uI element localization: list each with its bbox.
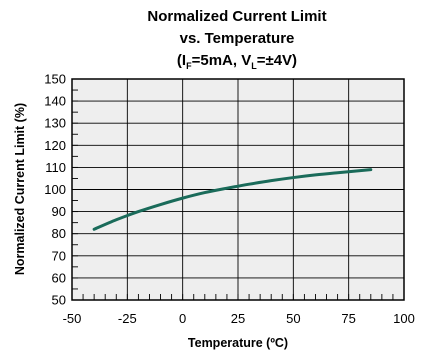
chart-title-line-2: vs. Temperature bbox=[180, 30, 295, 47]
x-tick-label: -50 bbox=[63, 311, 82, 326]
y-axis-title: Normalized Current Limit (%) bbox=[13, 103, 27, 275]
x-tick-label: 25 bbox=[231, 311, 245, 326]
y-tick-label: 120 bbox=[44, 138, 66, 153]
x-tick-label: 50 bbox=[286, 311, 300, 326]
minor-ticks bbox=[71, 78, 405, 301]
x-tick-label: 0 bbox=[179, 311, 186, 326]
y-tick-label: 90 bbox=[52, 204, 66, 219]
x-tick-label: -25 bbox=[118, 311, 137, 326]
series-layer bbox=[92, 168, 373, 231]
x-tick-label: 100 bbox=[393, 311, 415, 326]
y-tick-label: 150 bbox=[44, 72, 66, 87]
conditions-close: =±4V) bbox=[257, 52, 297, 69]
x-axis-title: Temperature (ºC) bbox=[188, 336, 288, 350]
y-tick-label: 140 bbox=[44, 94, 66, 109]
conditions-mid: =5mA, V bbox=[192, 52, 252, 69]
conditions-sub-f: F bbox=[186, 61, 192, 71]
conditions-open: (I bbox=[177, 52, 186, 69]
x-tick-label: 75 bbox=[341, 311, 355, 326]
y-tick-labels: 50 60 70 80 90 100 110 120 130 140 150 bbox=[44, 72, 66, 308]
chart-title-line-1: Normalized Current Limit bbox=[147, 8, 326, 25]
y-tick-label: 100 bbox=[44, 182, 66, 197]
y-tick-label: 80 bbox=[52, 226, 66, 241]
conditions-sub-l: L bbox=[251, 61, 257, 71]
y-tick-label: 60 bbox=[52, 270, 66, 285]
plot-frame bbox=[71, 78, 405, 301]
y-tick-label: 110 bbox=[45, 160, 66, 175]
y-tick-label: 130 bbox=[44, 116, 66, 131]
x-tick-labels: -50 -25 0 25 50 75 100 bbox=[63, 311, 415, 326]
y-tick-label: 70 bbox=[52, 248, 66, 263]
series-line bbox=[92, 168, 373, 231]
y-tick-label: 50 bbox=[52, 293, 66, 308]
chart-title-conditions: (IF=5mA, VL=±4V) bbox=[177, 52, 297, 71]
